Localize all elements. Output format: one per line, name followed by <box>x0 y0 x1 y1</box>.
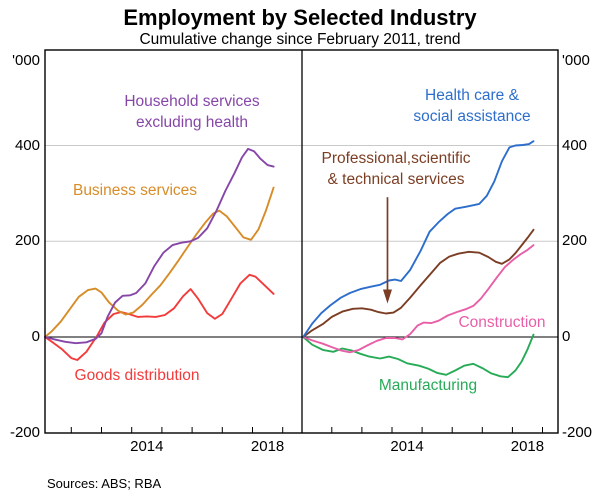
y-tick-label-right-200: 200 <box>562 232 588 250</box>
y-tick-label-left--200: -200 <box>9 423 40 441</box>
label-construction: Construction <box>458 314 546 331</box>
series-line-goods-distribution <box>44 273 275 361</box>
y-axis-unit-left: '000 <box>12 52 40 69</box>
y-tick-label-left-400: 400 <box>14 136 40 154</box>
series-line-health-care <box>302 140 535 338</box>
series-line-construction <box>302 244 535 354</box>
chart-subtitle: Cumulative change since February 2011, t… <box>139 31 461 48</box>
y-tick-label-right--200: -200 <box>562 423 593 441</box>
y-tick-label-right-400: 400 <box>562 136 588 154</box>
label-manufacturing: Manufacturing <box>378 377 478 394</box>
y-tick-label-right-0: 0 <box>562 328 571 345</box>
source-note: Sources: ABS; RBA <box>47 476 162 491</box>
series-line-manufacturing <box>302 333 535 379</box>
label-professional-scientific-technical: Professional,scientific & technical serv… <box>321 150 471 188</box>
label-household-services: Household services excluding health <box>124 93 260 131</box>
label-health-care: Health care & social assistance <box>413 87 531 125</box>
series-line-professional-scientific-technical <box>302 228 535 338</box>
x-year-label-2018-panel1: 2018 <box>510 438 545 455</box>
x-year-label-2018-panel0: 2018 <box>250 438 285 455</box>
label-business-services: Business services <box>72 182 198 199</box>
x-year-label-2014-panel0: 2014 <box>130 438 164 455</box>
y-tick-label-left-0: 0 <box>31 328 40 345</box>
y-axis-unit-right: '000 <box>562 52 590 69</box>
series-line-household-services <box>44 147 275 345</box>
y-tick-label-left-200: 200 <box>14 232 40 250</box>
label-goods-distribution: Goods distribution <box>74 367 200 384</box>
x-year-label-2014-panel1: 2014 <box>390 438 424 455</box>
annotation-arrow-head <box>382 289 392 304</box>
chart-title: Employment by Selected Industry <box>123 5 477 30</box>
series-line-business-services <box>44 186 275 338</box>
